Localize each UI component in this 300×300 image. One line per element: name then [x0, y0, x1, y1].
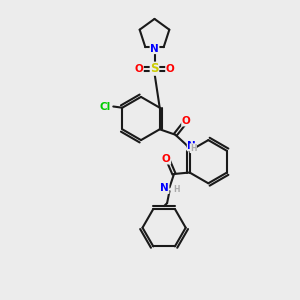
Text: H: H	[190, 144, 196, 153]
Text: Cl: Cl	[100, 101, 111, 112]
Text: N: N	[160, 183, 169, 194]
Text: O: O	[162, 154, 171, 164]
Text: O: O	[134, 64, 143, 74]
Text: S: S	[150, 62, 159, 75]
Text: O: O	[166, 64, 175, 74]
Text: N: N	[187, 141, 196, 151]
Text: N: N	[150, 44, 159, 54]
Text: O: O	[182, 116, 190, 126]
Text: H: H	[173, 185, 179, 194]
